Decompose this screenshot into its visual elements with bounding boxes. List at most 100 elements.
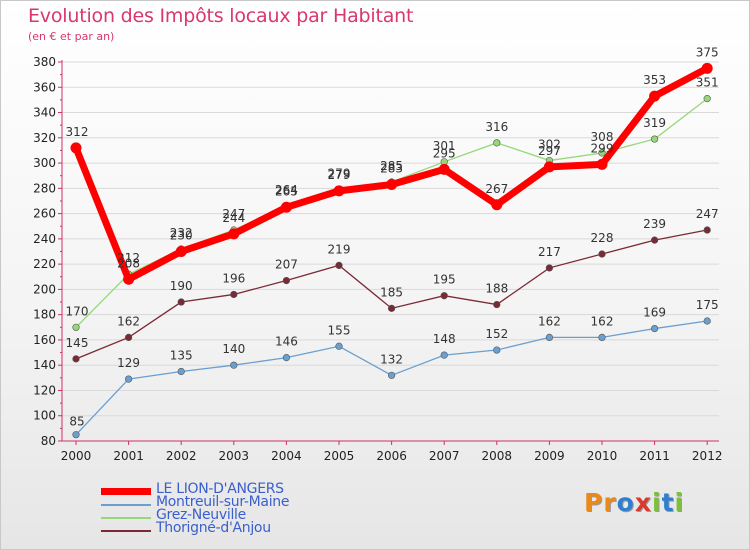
x-tick-label: 2007: [429, 449, 460, 463]
data-point: [177, 298, 185, 306]
data-point: [493, 346, 501, 354]
data-label: 230: [170, 229, 193, 243]
data-label: 351: [696, 76, 719, 90]
data-label: 297: [538, 144, 561, 158]
data-label: 145: [66, 336, 89, 350]
x-tick-label: 2004: [271, 449, 302, 463]
data-point: [703, 95, 711, 103]
y-tick-label: 320: [33, 131, 56, 145]
data-label: 196: [222, 271, 245, 285]
data-label: 301: [433, 139, 456, 153]
data-point: [493, 300, 501, 309]
data-label: 152: [485, 327, 508, 341]
data-point: [177, 367, 185, 376]
data-label: 302: [538, 138, 561, 152]
x-tick-label: 2009: [534, 449, 565, 463]
data-label: 162: [591, 314, 614, 328]
data-point: [650, 236, 659, 244]
logo-letter: t: [661, 488, 675, 517]
data-point: [650, 324, 659, 333]
data-label: 264: [275, 183, 298, 197]
data-label: 285: [380, 159, 403, 173]
x-tick-label: 2006: [376, 449, 407, 463]
data-point: [703, 226, 711, 234]
x-tick-label: 2001: [113, 449, 144, 463]
x-tick-label: 2011: [639, 449, 670, 463]
y-tick-label: 120: [33, 383, 56, 397]
data-label: 155: [328, 323, 351, 337]
data-point: [650, 135, 659, 143]
data-point: [230, 361, 238, 369]
logo-letter: x: [634, 488, 652, 517]
data-point-main: [543, 161, 555, 173]
x-tick-label: 2012: [692, 449, 723, 463]
x-tick-label: 2002: [166, 449, 197, 463]
legend-swatch: [101, 504, 151, 506]
data-point-main: [280, 201, 292, 213]
legend-label: LE LION-D'ANGERS: [156, 481, 284, 497]
data-point-main: [70, 142, 82, 154]
logo-letter: i: [674, 488, 685, 517]
chart-subtitle: (en € et par an): [28, 30, 115, 43]
data-point-main: [123, 273, 135, 285]
data-label: 319: [643, 116, 666, 130]
data-point: [545, 264, 554, 272]
data-point: [598, 333, 606, 342]
data-label: 140: [222, 342, 245, 356]
data-label: 228: [591, 231, 614, 245]
data-point-main: [438, 163, 450, 175]
data-label: 135: [170, 349, 193, 363]
data-label: 217: [538, 245, 561, 259]
data-label: 279: [328, 168, 351, 182]
y-tick-label: 160: [33, 333, 56, 347]
data-point: [124, 375, 133, 383]
data-point: [388, 304, 396, 312]
data-label: 375: [696, 45, 719, 59]
x-tick-label: 2000: [61, 449, 92, 463]
line-chart: 80 100 120 140 160 180 200 220 240 260 280 300 320 34…: [33, 45, 723, 463]
data-label: 175: [696, 298, 719, 312]
y-tick-label: 360: [33, 80, 56, 94]
data-point: [335, 342, 343, 350]
data-point: [72, 355, 80, 363]
data-label: 295: [433, 146, 456, 160]
x-tick-label: 2005: [324, 449, 355, 463]
data-label: 190: [170, 279, 193, 293]
y-tick-label: 100: [33, 409, 56, 423]
data-point-main: [228, 228, 240, 240]
data-point: [598, 250, 606, 258]
data-point: [598, 149, 606, 157]
data-label: 265: [275, 184, 298, 198]
data-label: 279: [328, 167, 351, 181]
data-label: 219: [328, 242, 351, 256]
data-label: 148: [433, 332, 456, 346]
data-point: [440, 292, 448, 300]
data-label: 283: [380, 162, 403, 176]
data-label: 267: [485, 182, 508, 196]
y-tick-label: 200: [33, 282, 56, 296]
data-point: [440, 351, 448, 359]
data-point: [388, 371, 396, 379]
data-point-main: [701, 62, 713, 74]
data-point-main: [386, 179, 398, 191]
y-tick-label: 180: [33, 308, 56, 322]
y-tick-label: 80: [41, 434, 56, 448]
y-tick-label: 300: [33, 156, 56, 170]
data-label: 232: [170, 226, 193, 240]
data-label: 312: [66, 125, 89, 139]
y-tick-label: 280: [33, 181, 56, 195]
data-label: 132: [380, 352, 403, 366]
logo-letter: r: [603, 488, 617, 517]
y-tick-label: 220: [33, 257, 56, 271]
y-tick-label: 340: [33, 106, 56, 120]
data-label: 208: [117, 256, 140, 270]
data-point: [545, 333, 554, 342]
data-label: 162: [538, 314, 561, 328]
logo-letter: i: [652, 488, 662, 517]
x-tick-label: 2003: [219, 449, 250, 463]
data-label: 146: [275, 335, 298, 349]
data-label: 207: [275, 258, 298, 272]
data-point: [72, 323, 80, 331]
legend-swatch: [101, 488, 151, 495]
logo-letter: o: [616, 488, 635, 517]
